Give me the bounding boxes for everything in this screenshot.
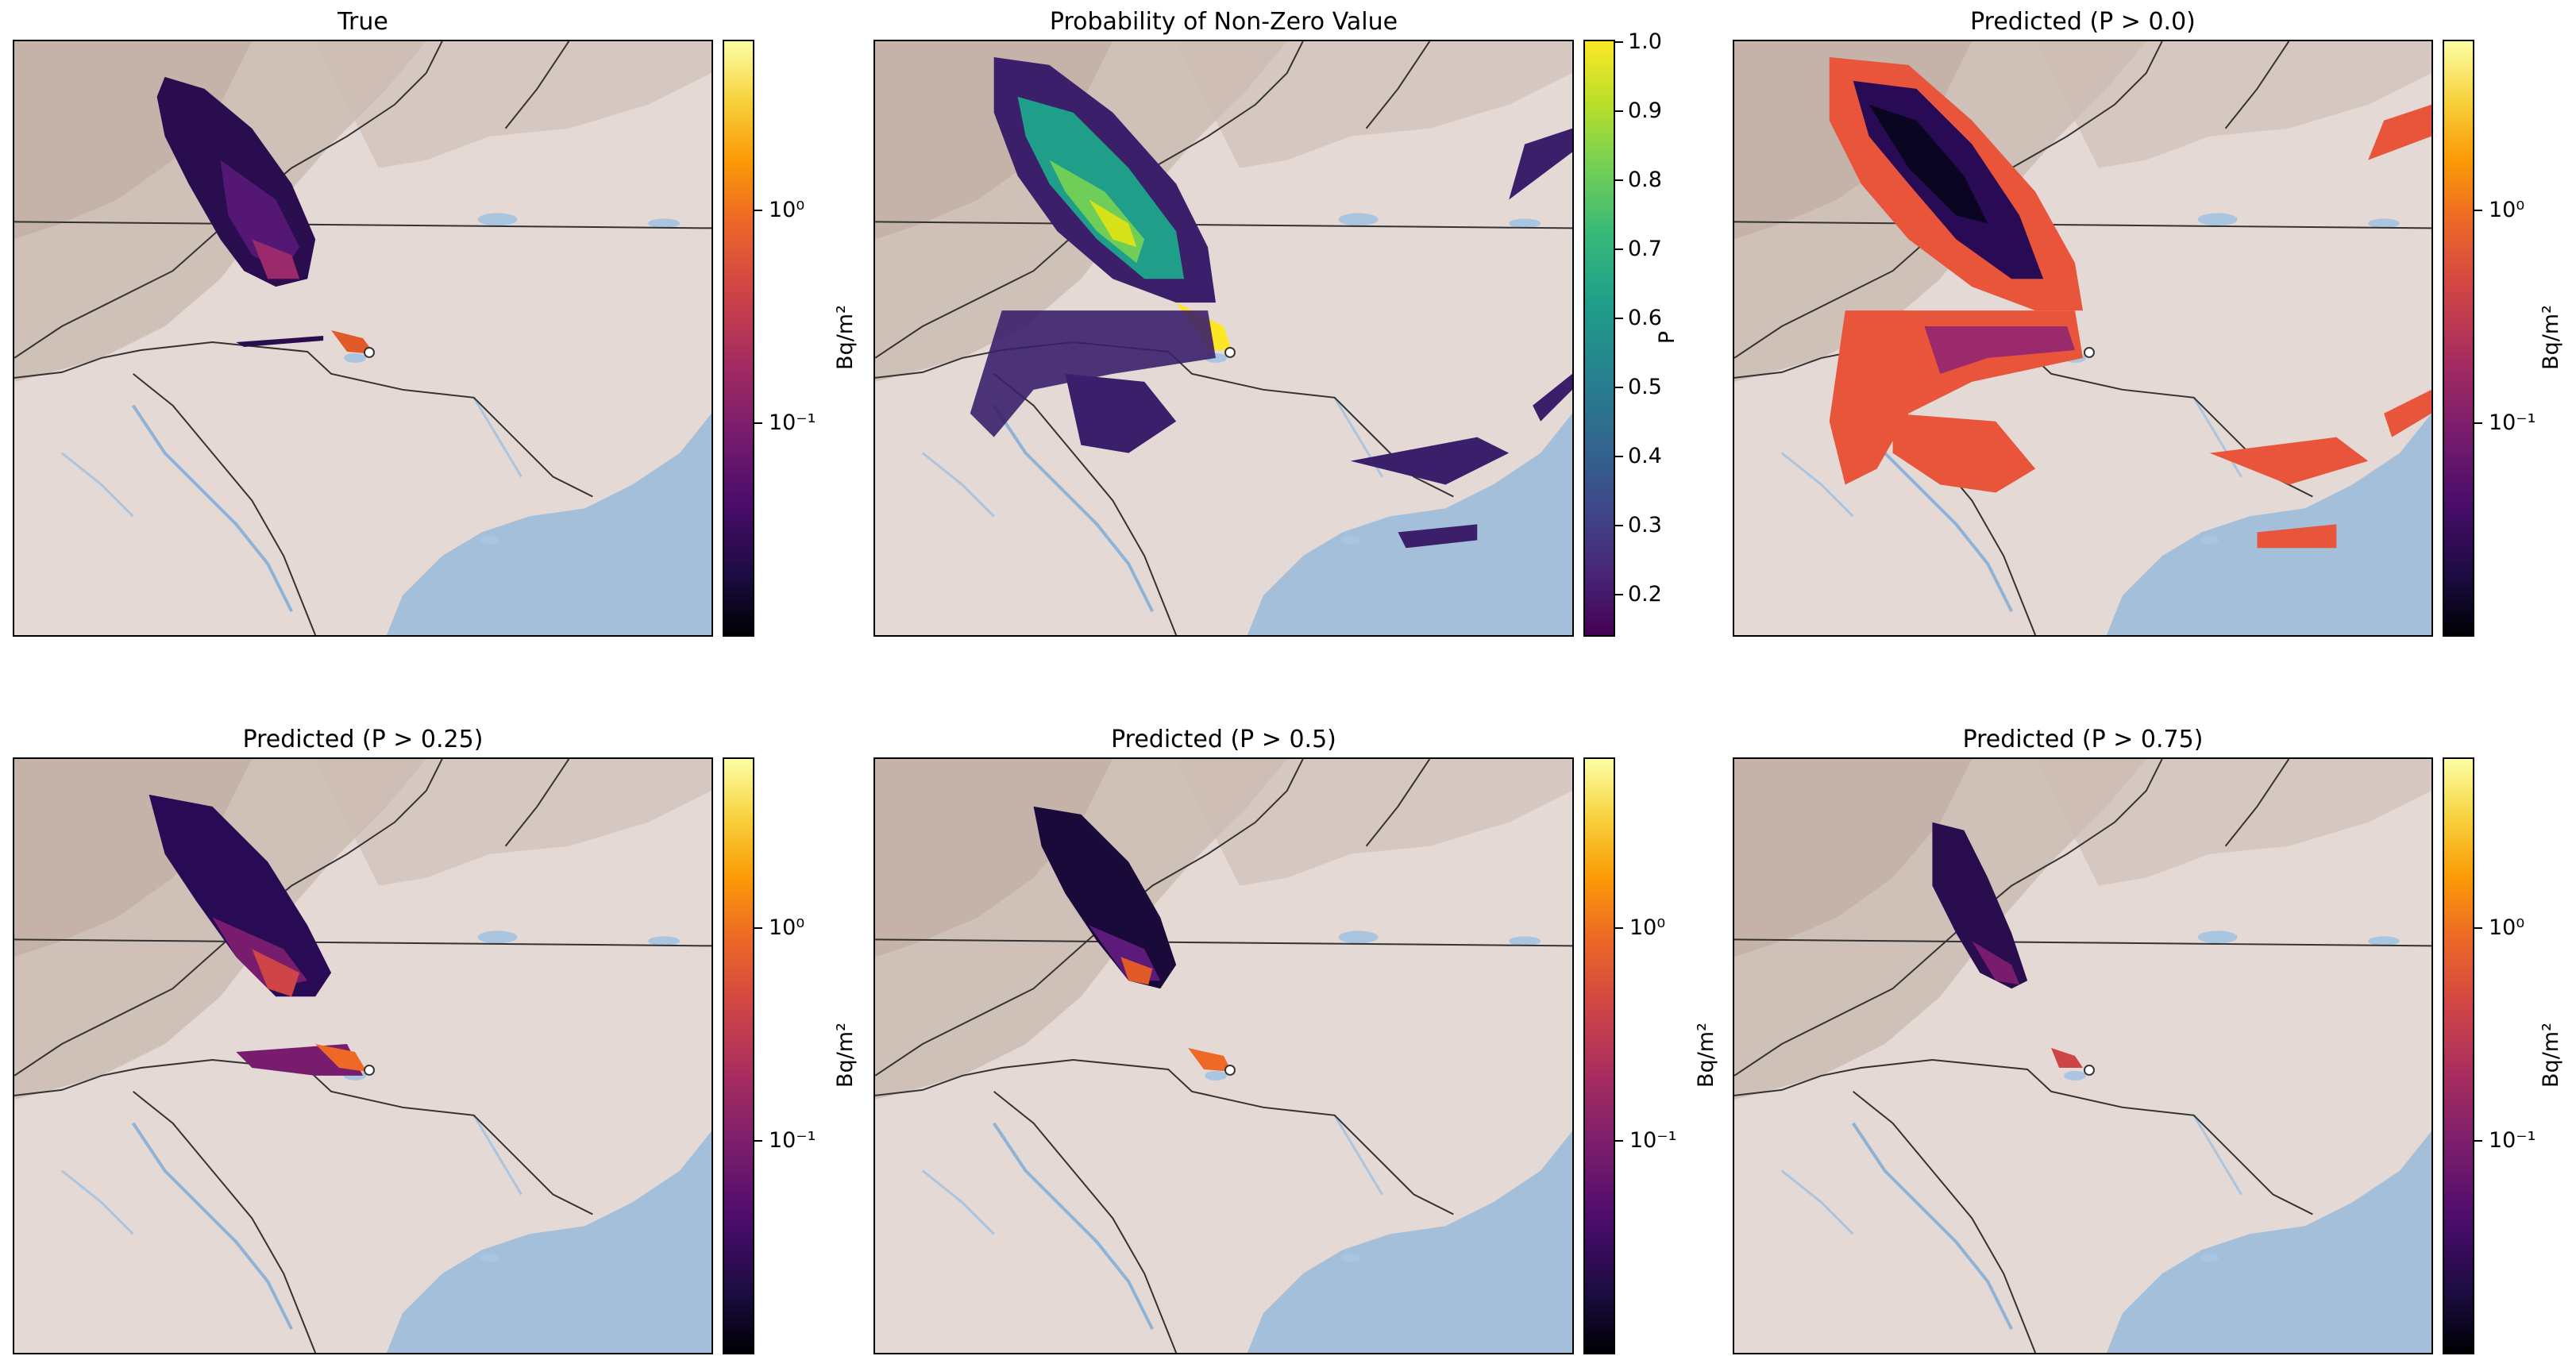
- colorbar-label: Bq/m²: [2539, 305, 2563, 370]
- map-true: [13, 40, 713, 637]
- cb-tick: 0.6: [1628, 306, 1662, 330]
- map-pred-0: [1733, 40, 2433, 637]
- colorbar-label: Bq/m²: [833, 1023, 858, 1088]
- map-pred-025: [13, 757, 713, 1354]
- colorbar-true: [723, 40, 754, 637]
- cb-tick: 10⁻¹: [1629, 1128, 1677, 1153]
- cb-tick: 0.4: [1628, 444, 1662, 468]
- cb-tick: 0.8: [1628, 168, 1662, 192]
- colorbar-pred-075: [2443, 757, 2474, 1354]
- colorbar-label: Bq/m²: [1694, 1023, 1718, 1088]
- cb-tick: 10⁰: [769, 198, 805, 222]
- cb-tick: 0.9: [1628, 98, 1662, 123]
- panel-title-pred-0: Predicted (P > 0.0): [1970, 8, 2196, 36]
- cb-tick: 10⁻¹: [2489, 410, 2536, 435]
- cb-tick: 10⁰: [2489, 198, 2525, 222]
- cb-tick: 0.2: [1628, 582, 1662, 607]
- cb-tick: 1.0: [1628, 29, 1662, 54]
- colorbar-pred-0: [2443, 40, 2474, 637]
- colorbar-label: Bq/m²: [833, 305, 858, 370]
- colorbar-pred-025: [723, 757, 754, 1354]
- panel-title-pred-025: Predicted (P > 0.25): [242, 726, 484, 753]
- colorbar-pred-05: [1583, 757, 1615, 1354]
- map-pred-05: [873, 757, 1574, 1354]
- plume-source: [331, 330, 375, 354]
- panel-title-probability: Probability of Non-Zero Value: [1049, 8, 1398, 36]
- cb-tick: 0.5: [1628, 375, 1662, 399]
- cb-tick: 10⁻¹: [769, 410, 816, 435]
- cb-tick: 10⁻¹: [2489, 1128, 2536, 1153]
- cb-tick: 0.7: [1628, 237, 1662, 261]
- map-probability: [873, 40, 1574, 637]
- cb-tick: 10⁻¹: [769, 1128, 816, 1153]
- colorbar-label: P: [1655, 330, 1679, 345]
- cb-tick: 10⁰: [1629, 915, 1666, 940]
- colorbar-probability: [1583, 40, 1615, 637]
- panel-title-pred-075: Predicted (P > 0.75): [1962, 726, 2204, 753]
- cb-tick: 0.3: [1628, 513, 1662, 537]
- panel-title-true: True: [337, 8, 388, 36]
- panel-title-pred-05: Predicted (P > 0.5): [1111, 726, 1336, 753]
- cb-tick: 10⁰: [2489, 915, 2525, 940]
- map-pred-075: [1733, 757, 2433, 1354]
- cb-tick: 10⁰: [769, 915, 805, 940]
- colorbar-label: Bq/m²: [2539, 1023, 2563, 1088]
- source-marker-icon: [363, 346, 375, 358]
